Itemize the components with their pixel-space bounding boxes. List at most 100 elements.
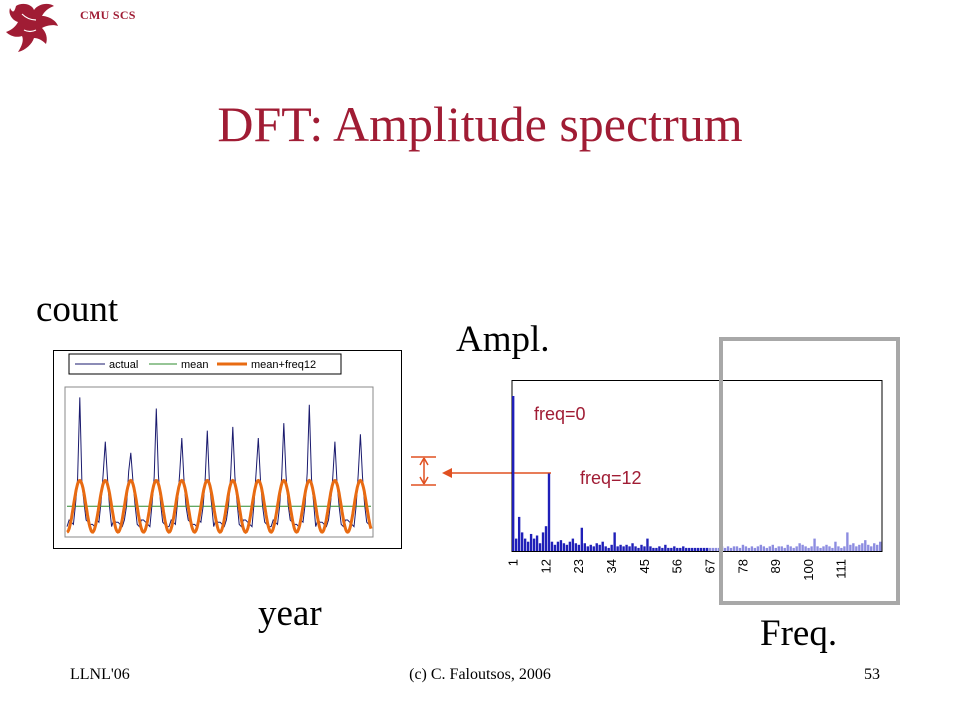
bar-freq-42: [634, 546, 637, 551]
x-tick-label-34: 34: [604, 559, 619, 573]
bar-freq-119: [864, 540, 867, 551]
x-tick-label-56: 56: [670, 559, 685, 573]
bar-freq-22: [574, 543, 578, 551]
bar-freq-13: [547, 473, 551, 551]
x-tick-label-12: 12: [538, 559, 553, 573]
bar-freq-115: [852, 543, 855, 551]
bar-freq-7: [529, 533, 533, 551]
year-axis-label: year: [258, 593, 322, 634]
bar-freq-19: [565, 544, 569, 551]
bar-freq-49: [655, 547, 658, 551]
bar-freq-48: [652, 547, 655, 551]
bar-freq-124: [879, 541, 882, 551]
x-tick-label-111: 111: [834, 559, 849, 579]
bar-freq-87: [768, 546, 771, 551]
bar-freq-9: [535, 535, 539, 551]
bar-freq-30: [598, 544, 601, 551]
bar-freq-66: [705, 547, 709, 551]
bar-freq-86: [765, 547, 769, 551]
series-group: [66, 397, 373, 534]
bar-freq-21: [571, 538, 575, 551]
amplitude-axis-label: Ampl.: [456, 319, 550, 360]
bar-freq-118: [861, 543, 864, 551]
frequency-axis-label: Freq.: [760, 613, 838, 654]
bar-freq-55: [673, 546, 676, 551]
bar-freq-61: [691, 547, 694, 551]
bar-freq-27: [589, 544, 592, 551]
bar-freq-122: [873, 543, 876, 551]
annotation-freq-0: freq=0: [534, 404, 586, 424]
amplitude-spectrum-chart: 1 12 23 34 45 56 67 78 89 100 111 freq=0 freq=12: [506, 337, 900, 605]
bar-freq-16: [556, 541, 560, 551]
bar-freq-17: [559, 540, 563, 551]
x-tick-label-23: 23: [571, 559, 586, 573]
bar-freq-80: [747, 547, 751, 551]
bar-freq-58: [682, 546, 685, 551]
bar-freq-82: [753, 547, 757, 551]
count-axis-label: count: [36, 289, 119, 330]
x-tick-label-67: 67: [702, 559, 717, 573]
bar-freq-39: [625, 544, 628, 551]
bar-freq-116: [855, 546, 858, 551]
bar-freq-52: [664, 544, 667, 551]
annot-arrowheads: [419, 457, 429, 485]
bar-freq-76: [735, 546, 739, 551]
bar-freq-33: [607, 547, 610, 551]
bar-freq-6: [526, 541, 530, 551]
bar-freq-62: [694, 547, 697, 551]
bar-freq-10: [538, 543, 542, 551]
bar-freq-113: [846, 532, 849, 551]
bar-freq-41: [631, 543, 634, 551]
bar-freq-25: [583, 543, 586, 551]
time-series-chart: actual mean mean+freq12: [53, 350, 402, 549]
bar-freq-114: [849, 544, 852, 551]
bar-freq-57: [679, 547, 682, 551]
bar-freq-32: [604, 546, 607, 551]
bar-freq-26: [586, 546, 589, 551]
bar-freq-24: [580, 527, 584, 551]
bar-freq-74: [729, 547, 733, 551]
x-tick-label-45: 45: [637, 559, 652, 573]
bar-freq-84: [759, 544, 763, 551]
bar-freq-68: [711, 547, 715, 551]
bar-freq-11: [541, 532, 545, 551]
slide-title: DFT: Amplitude spectrum: [217, 96, 743, 152]
bar-freq-121: [870, 546, 873, 551]
bar-freq-20: [568, 541, 572, 551]
bar-freq-101: [810, 546, 813, 551]
bar-freq-65: [702, 547, 706, 551]
bar-freq-73: [726, 546, 730, 551]
bar-freq-12: [544, 526, 548, 551]
bar-freq-8: [532, 538, 536, 551]
bar-freq-46: [646, 538, 649, 551]
bars-group: [512, 396, 882, 551]
footer-venue: LLNL'06: [70, 666, 130, 683]
legend-label-fit: mean+freq12: [251, 359, 316, 371]
annot-pointer-head: [442, 468, 452, 478]
bar-freq-35: [613, 532, 616, 551]
bar-freq-123: [876, 544, 879, 551]
bar-freq-77: [738, 547, 742, 551]
bar-freq-91: [780, 546, 783, 551]
bar-freq-89: [774, 547, 777, 551]
bar-freq-79: [744, 546, 748, 551]
bar-freq-63: [697, 547, 700, 551]
bar-freq-36: [616, 546, 619, 551]
bar-freq-3: [517, 516, 521, 551]
bar-freq-5: [523, 538, 527, 551]
bar-freq-29: [595, 543, 598, 551]
bar-freq-94: [789, 546, 792, 551]
x-tick-label-78: 78: [735, 559, 750, 573]
bar-freq-88: [771, 544, 774, 551]
series-actual-line: [66, 397, 372, 528]
bar-freq-110: [837, 546, 840, 551]
bar-freq-4: [520, 532, 524, 551]
bar-freq-107: [828, 546, 831, 551]
bar-freq-31: [601, 541, 604, 551]
bar-freq-43: [637, 547, 640, 551]
bar-freq-97: [798, 543, 801, 551]
bar-freq-15: [553, 544, 557, 551]
bar-freq-28: [592, 546, 595, 551]
bar-freq-67: [708, 547, 712, 551]
bar-freq-75: [732, 546, 736, 551]
